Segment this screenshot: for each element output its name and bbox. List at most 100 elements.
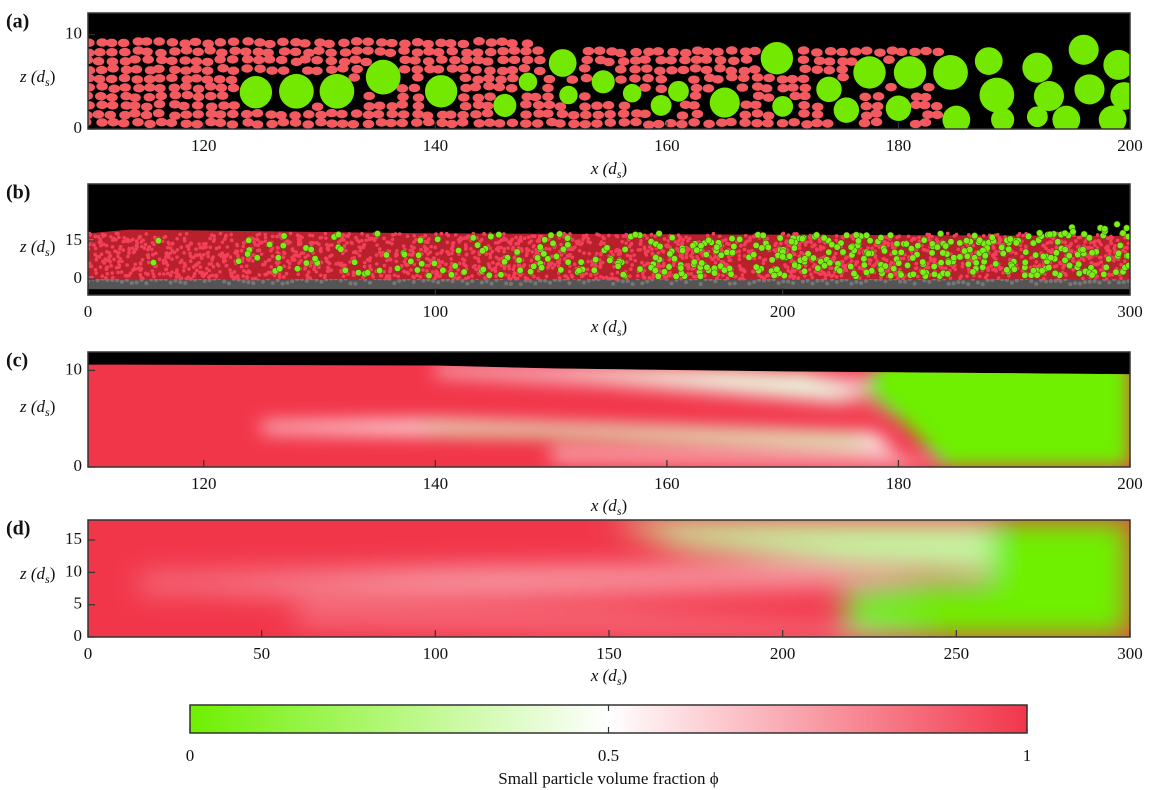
particle (201, 75, 214, 84)
particle (688, 236, 692, 241)
particle (430, 259, 438, 267)
particle (887, 231, 894, 239)
particle (872, 92, 885, 101)
particle (713, 243, 721, 251)
particle (595, 232, 599, 237)
particle (786, 279, 791, 284)
particle (280, 232, 288, 240)
particle (387, 249, 392, 253)
particle (847, 243, 855, 251)
particle (472, 93, 485, 103)
particle (166, 255, 171, 259)
particle (446, 64, 459, 73)
particle (528, 278, 533, 283)
particle (960, 264, 965, 269)
particle (1103, 49, 1130, 80)
particle (407, 257, 415, 265)
particle (1087, 279, 1092, 284)
particle (893, 56, 927, 89)
particle (423, 233, 428, 238)
particle (502, 266, 507, 271)
particle (473, 37, 485, 46)
particle (296, 272, 301, 277)
particle (768, 256, 776, 264)
particle (821, 245, 826, 250)
particle (364, 269, 372, 277)
particle (700, 47, 713, 57)
particle (421, 111, 434, 120)
particle (977, 274, 982, 279)
particle (550, 266, 555, 270)
particle (532, 46, 544, 55)
particle (947, 238, 955, 246)
particle (199, 254, 203, 259)
particle (1045, 241, 1050, 246)
axis-label-text: x (d (590, 159, 617, 178)
particle (761, 261, 766, 266)
particle (885, 95, 912, 121)
particle (640, 281, 645, 286)
particle (871, 264, 875, 269)
particle (182, 269, 186, 273)
particle (150, 259, 157, 267)
particle (351, 258, 359, 266)
axis-label-subscript: s (617, 325, 622, 339)
particle (1068, 282, 1073, 287)
particle (212, 234, 216, 238)
particle (494, 247, 499, 252)
particle (104, 110, 117, 120)
particle (843, 263, 848, 268)
particle (505, 84, 518, 93)
particle (178, 232, 182, 237)
particle (263, 55, 276, 64)
particle (430, 270, 435, 274)
particle (150, 269, 155, 273)
particle (394, 259, 399, 264)
particle (415, 251, 423, 259)
particle (411, 65, 424, 74)
particle (107, 118, 120, 127)
particle (397, 279, 402, 284)
particle (120, 259, 124, 264)
particle (554, 119, 566, 128)
particle (580, 73, 593, 83)
particle (123, 273, 128, 278)
particle (202, 278, 207, 283)
particle (642, 73, 654, 83)
particle (244, 270, 249, 275)
particle (226, 55, 239, 64)
particle (520, 119, 532, 128)
particle (135, 244, 139, 249)
particle (410, 253, 414, 257)
particle (241, 244, 246, 249)
particle (260, 262, 265, 267)
particle (864, 279, 869, 284)
particle (952, 234, 957, 238)
particle (513, 248, 521, 256)
particle (614, 234, 619, 238)
particle (397, 232, 402, 236)
particle (264, 39, 276, 49)
particle (591, 70, 615, 94)
particle (956, 253, 964, 261)
particle (774, 241, 778, 246)
particle (168, 280, 173, 285)
particle (315, 110, 327, 120)
particle (208, 236, 212, 241)
particle (451, 262, 459, 270)
particle (364, 238, 368, 243)
particle (684, 255, 689, 260)
particle (866, 237, 874, 245)
particle (1105, 255, 1113, 263)
particle (103, 233, 107, 237)
particle (342, 244, 347, 248)
particle (105, 74, 118, 84)
particle (522, 263, 527, 267)
particle (688, 101, 700, 110)
particle (615, 270, 620, 275)
particle (1005, 245, 1013, 253)
particle (801, 255, 809, 263)
particle (336, 261, 341, 265)
particle (192, 110, 204, 119)
particle (146, 253, 150, 257)
